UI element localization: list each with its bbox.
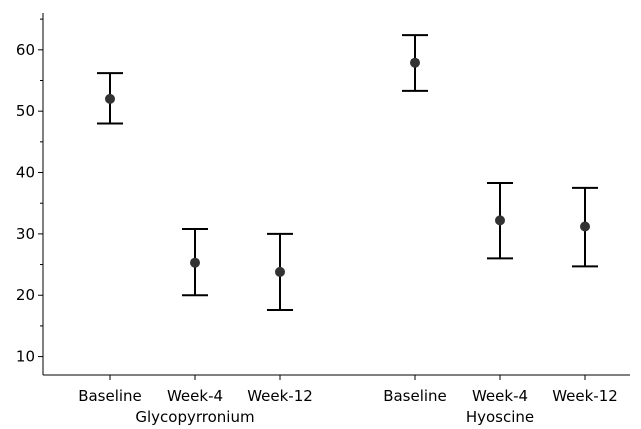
x-tick-label: Week-12 <box>552 387 618 405</box>
error-bar-hyoscine-week-12 <box>572 186 598 268</box>
mean-point <box>275 266 285 277</box>
error-bars <box>97 34 598 311</box>
y-tick-label: 40 <box>16 164 35 182</box>
y-axis-ticks: 10 20 30 40 50 60 <box>16 18 43 366</box>
y-tick-label: 20 <box>16 286 35 304</box>
mean-point <box>190 257 200 268</box>
mean-point <box>495 215 505 226</box>
chart-axes <box>42 13 630 376</box>
y-tick-label: 60 <box>16 41 35 59</box>
error-bar-glycopyrronium-week-4 <box>182 227 208 297</box>
group-label: Glycopyrronium <box>135 408 254 426</box>
y-tick-label: 30 <box>16 225 35 243</box>
error-bar-hyoscine-week-4 <box>487 181 513 260</box>
x-tick-label: Week-4 <box>167 387 223 405</box>
mean-point <box>410 57 420 68</box>
x-axis-labels: Baseline Week-4 Week-12 Glycopyrronium Basel… <box>78 375 618 426</box>
x-tick-label: Week-12 <box>247 387 313 405</box>
y-tick-label: 50 <box>16 102 35 120</box>
x-tick-label: Baseline <box>78 387 142 405</box>
mean-point <box>580 221 590 232</box>
x-tick-label: Baseline <box>383 387 447 405</box>
group-label: Hyoscine <box>466 408 534 426</box>
error-bar-hyoscine-baseline <box>402 34 428 92</box>
mean-point <box>105 93 115 104</box>
y-tick-label: 10 <box>16 348 35 366</box>
error-bar-glycopyrronium-baseline <box>97 72 123 125</box>
error-bar-glycopyrronium-week-12 <box>267 232 293 311</box>
x-tick-label: Week-4 <box>472 387 528 405</box>
